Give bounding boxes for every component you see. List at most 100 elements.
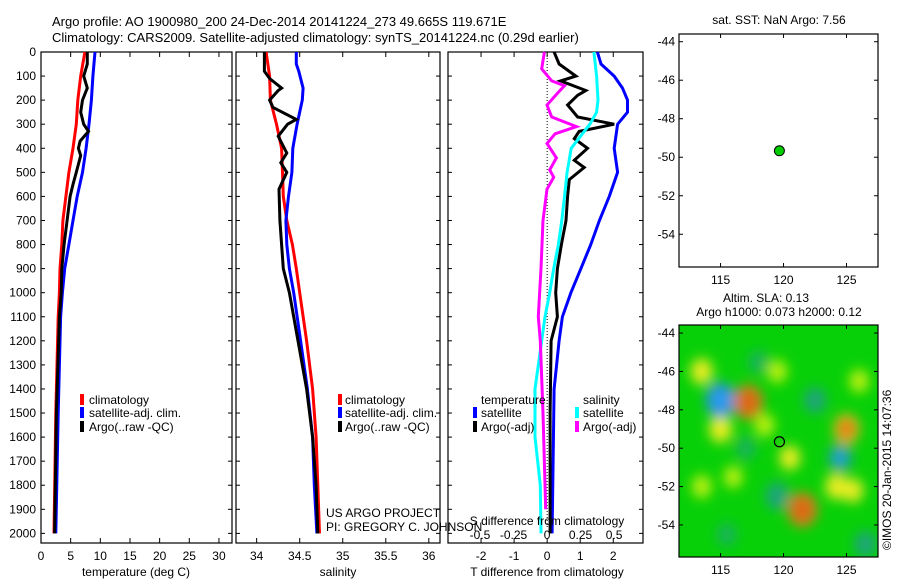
series-line-temperature-satellite [550, 51, 629, 534]
s-tick-label: 0.25 [569, 528, 593, 542]
x-tick-label: -1 [509, 549, 520, 563]
series-line-temperature-argo-adj- [548, 51, 615, 534]
lat-tick-label: -52 [658, 480, 676, 494]
depth-tick-label: 700 [16, 213, 36, 227]
x-tick-label: 10 [94, 549, 108, 563]
depth-tick-label: 1900 [9, 502, 36, 516]
sla-heatmap [679, 325, 878, 557]
depth-tick-label: 0 [29, 45, 36, 59]
lon-tick-label: 125 [836, 273, 856, 287]
x-tick-label: 0 [544, 549, 551, 563]
difference-panel: -2 -1 0 1 2 -0.5 -0.25 0 0.25 0.5 [447, 51, 644, 563]
salinity-legend: climatology satellite-adj. clim. Argo(..… [338, 393, 437, 434]
lon-tick-label: 125 [836, 563, 856, 577]
series-line-argo-raw-qc- [53, 52, 91, 534]
lat-tick-label: -48 [658, 112, 676, 126]
x-tick-label: 34 [250, 549, 264, 563]
depth-tick-label: 1600 [9, 430, 36, 444]
legend-label: Argo(..raw -QC) [345, 420, 430, 434]
project-credit: US ARGO PROJECT [326, 506, 441, 520]
plot-frame [40, 51, 233, 544]
x-tick-label: 35 [336, 549, 350, 563]
depth-tick-label: 100 [16, 69, 36, 83]
heatmap-blobs [690, 350, 877, 557]
sla-anomaly-core [713, 391, 728, 409]
lon-tick-label: 120 [774, 273, 794, 287]
series-group [262, 51, 321, 534]
x-tick-label: 15 [123, 549, 137, 563]
series-line-salinity-argo-adj- [536, 51, 581, 510]
plot-frame [235, 51, 441, 544]
sla-anomaly-cell [854, 530, 877, 557]
depth-tick-label: 1500 [9, 406, 36, 420]
legend-label: satellite [583, 406, 624, 420]
s-tick-label: 0.5 [606, 528, 623, 542]
argo-float-marker [773, 436, 785, 448]
sla-anomaly-cell [716, 522, 737, 547]
x-tick-label: 0 [38, 549, 45, 563]
s-tick-label: 0 [544, 528, 551, 542]
sla-anomaly-cell [825, 473, 848, 500]
lat-tick-label: -52 [658, 189, 676, 203]
series-group [52, 51, 97, 534]
lat-tick-label: -44 [658, 326, 676, 340]
sst-map-panel: 115 120 125 -44 -46 -48 -50 -52 -54 [658, 33, 879, 287]
legend-header-salinity: salinity [583, 393, 620, 407]
depth-tick-label: 400 [16, 141, 36, 155]
map2-title-line-1: Altim. SLA: 0.13 [723, 291, 809, 305]
legend-swatch-satellite-adj [80, 407, 84, 418]
title-line-2: Climatology: CARS2009. Satellite-adjuste… [52, 30, 579, 45]
argo-float-marker [773, 145, 785, 157]
depth-tick-label: 1800 [9, 478, 36, 492]
legend-swatch-climatology [80, 394, 84, 405]
temperature-legend: climatology satellite-adj. clim. Argo(..… [80, 393, 181, 434]
legend-swatch-satellite-adj [338, 407, 342, 418]
depth-tick-label: 200 [16, 93, 36, 107]
map2-title-line-2: Argo h1000: 0.073 h2000: 0.12 [696, 305, 862, 319]
temperature-panel: 0100200300400500600700800900100011001200… [9, 45, 233, 563]
legend-swatch-argo [80, 421, 84, 432]
temperature-xlabel: temperature (deg C) [82, 565, 190, 579]
salinity-xlabel: salinity [320, 565, 357, 579]
x-tick-label: 25 [183, 549, 197, 563]
s-tick-label: -0.5 [470, 528, 491, 542]
sla-map-panel: 115 120 125 -44 -46 -48 -50 -52 -54 [658, 324, 879, 577]
lat-tick-label: -54 [658, 227, 676, 241]
legend-label: climatology [345, 393, 405, 407]
x-tick-label: 20 [153, 549, 167, 563]
map-frame [678, 324, 879, 558]
depth-tick-label: 600 [16, 189, 36, 203]
legend-label: Argo(-adj) [481, 420, 534, 434]
sla-anomaly-cell [691, 474, 712, 499]
title-line-1: Argo profile: AO 1900980_200 24-Dec-2014… [52, 14, 507, 29]
lat-tick-label: -46 [658, 364, 676, 378]
sla-anomaly-cell [842, 478, 864, 503]
legend-label: Argo(..raw -QC) [89, 420, 174, 434]
series-line-argo-raw-qc- [262, 52, 320, 534]
depth-tick-label: 900 [16, 262, 36, 276]
lat-tick-label: -48 [658, 403, 676, 417]
sla-anomaly-core [741, 393, 756, 411]
legend-swatch-t-satellite [473, 407, 477, 418]
sla-anomaly-cell [708, 415, 733, 443]
sla-anomaly-cell [735, 436, 756, 460]
sla-anomaly-core [795, 500, 810, 519]
lat-tick-label: -50 [658, 441, 676, 455]
sla-anomaly-cell [779, 445, 801, 471]
x-tick-label: 1 [577, 549, 584, 563]
lat-tick-label: -54 [658, 518, 676, 532]
sla-anomaly-cell [723, 465, 743, 489]
x-tick-label: 34.5 [288, 549, 312, 563]
sla-anomaly-cell [767, 359, 788, 384]
series-group [533, 51, 629, 534]
lat-tick-label: -44 [658, 35, 676, 49]
sla-anomaly-cell [765, 482, 790, 511]
sla-anomaly-core [840, 421, 853, 437]
depth-tick-label: 500 [16, 165, 36, 179]
x-tick-label: 35.5 [374, 549, 398, 563]
depth-tick-label: 300 [16, 117, 36, 131]
depth-tick-label: 1000 [9, 286, 36, 300]
depth-tick-label: 800 [16, 238, 36, 252]
legend-label: satellite-adj. clim. [345, 406, 437, 420]
